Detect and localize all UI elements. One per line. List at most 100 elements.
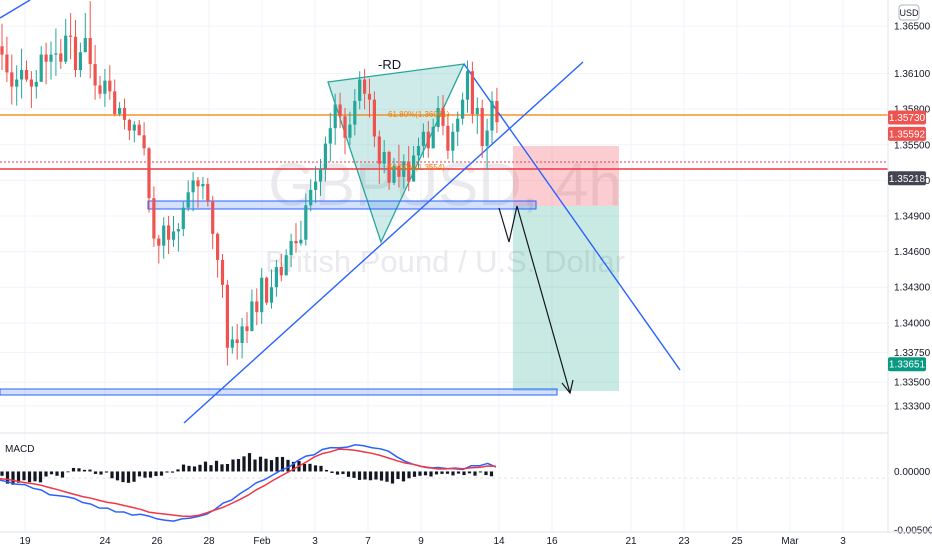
candle-body [451,131,455,151]
candle-body [137,124,141,136]
candle-body [304,205,308,240]
macd-histogram-bar [132,471,136,482]
candle-body [274,267,278,288]
resistance-zone-upper[interactable] [147,200,537,210]
price-tag[interactable] [888,171,926,186]
candle-body [88,37,92,65]
macd-histogram-bar [330,471,334,473]
macd-histogram-bar [396,471,400,480]
candle-body [0,46,4,55]
top-left-trendline[interactable] [0,0,31,19]
macd-histogram-bar [33,471,37,482]
price-tick-label: 1.34000 [894,318,931,329]
macd-histogram-bar [198,464,202,472]
candle-body [470,71,474,114]
macd-histogram-bar [5,471,10,484]
candle-body [495,100,499,123]
short-stop-zone[interactable] [513,146,619,206]
macd-histogram-bar [121,471,125,483]
rd-harmonic-triangle[interactable] [327,63,466,244]
projection-path[interactable] [498,205,571,394]
candle-body [358,79,362,101]
macd-histogram-bar [379,471,384,481]
macd-histogram-bar [231,459,235,472]
candle-body [201,183,205,187]
macd-histogram-bar [374,471,378,480]
macd-histogram-bar [401,471,406,482]
candle-body [338,104,342,117]
candle-body [10,72,14,87]
macd-histogram-bar [77,468,81,472]
candle-body [59,53,63,62]
macd-histogram-bar [363,471,367,480]
candle-body [191,180,195,193]
macd-histogram-bar [269,460,274,472]
ascending-trendline[interactable] [183,61,584,424]
candle-body [387,151,391,183]
price-tick-label: 1.34600 [894,247,931,258]
candle-body [289,240,293,256]
macd-label: MACD [5,444,34,455]
candle-body [118,108,122,114]
macd-histogram-bar [115,471,120,481]
fib-50-label: 50.00%(1.3554) [388,163,445,172]
time-tick-label: 9 [418,536,424,547]
macd-histogram-bar [467,471,472,474]
candle-body [64,35,68,62]
candle-body [265,277,269,303]
candle-body [372,99,376,137]
macd-tick-label: 0.00000 [894,467,931,478]
candle-body [333,104,337,129]
macd-histogram-bar [71,467,76,472]
support-zone-lower[interactable] [0,388,558,396]
price-tag[interactable] [888,126,926,141]
macd-histogram-bar [407,471,411,479]
candle-body [353,100,357,125]
macd-histogram-bar [302,463,307,472]
short-target-zone[interactable] [513,206,619,391]
candle-body [284,255,288,276]
candle-body [157,238,161,246]
macd-histogram-bar [170,471,175,473]
candle-body [490,100,494,131]
currency-badge[interactable] [898,4,920,21]
macd-histogram-bar [313,465,318,472]
macd-histogram-bar [104,471,109,473]
candle-body [206,183,210,202]
candle-body [171,231,176,240]
candle-body [441,108,445,126]
macd-histogram-bar [434,471,439,475]
candle-body [475,108,479,114]
time-tick-label: 25 [731,536,743,547]
macd-histogram-bar [357,471,362,480]
candle-body [485,130,489,146]
time-tick-label: 23 [678,536,690,547]
macd-histogram-bar [286,459,290,472]
candle-body [255,301,259,313]
macd-histogram-bar [154,471,158,477]
macd-signal-line [0,448,497,518]
candle-body [299,239,303,244]
time-tick-label: 7 [365,536,371,547]
price-tick-label: 1.36500 [894,22,931,33]
candle-body [461,99,465,119]
macd-histogram-bar [60,471,65,478]
candle-body [279,267,283,276]
macd-histogram-bar [440,471,444,474]
descending-trendline[interactable] [463,63,681,371]
price-tag[interactable] [888,110,926,125]
price-tag[interactable] [888,357,926,372]
candle-body [93,64,97,86]
candle-body [245,326,249,332]
macd-histogram-bar [242,456,246,472]
macd-histogram-bar [264,458,268,472]
time-tick-label: 16 [546,536,558,547]
price-axis[interactable] [888,0,932,532]
candle-body [103,80,107,94]
macd-histogram-bar [324,469,329,472]
time-axis[interactable] [0,532,888,550]
macd-histogram-bar [55,471,59,476]
candle-body [152,198,156,239]
macd-histogram-bar [11,471,15,485]
